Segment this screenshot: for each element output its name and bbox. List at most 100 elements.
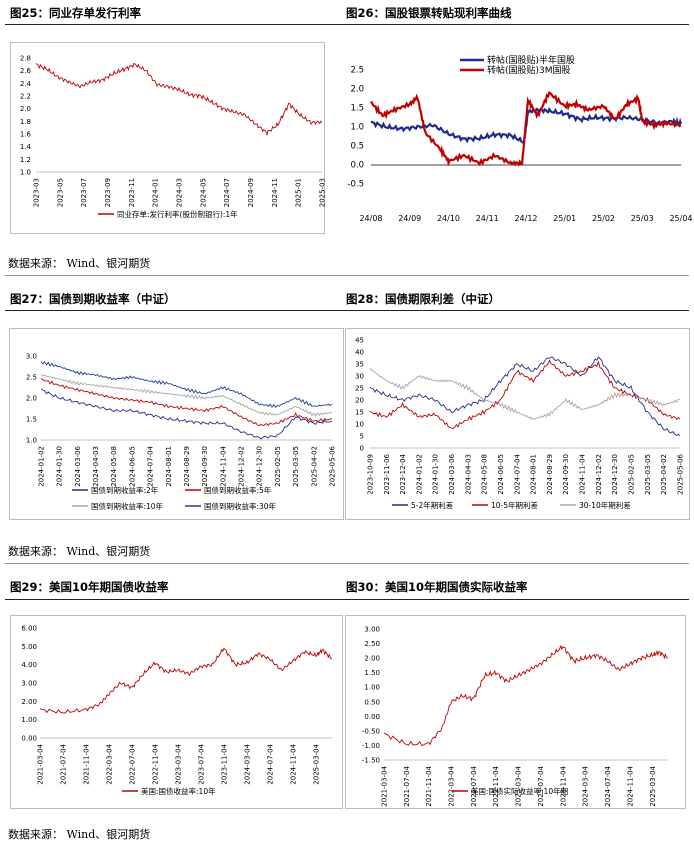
y-tick-label: 2.5	[350, 66, 364, 76]
y-tick-label: 1.00	[21, 716, 37, 724]
x-tick-label: 2024-11-04	[289, 743, 297, 784]
chart-title-30: 图30：美国10年期国债实际收益率	[346, 580, 528, 594]
x-tick-label: 2024-12-30	[611, 454, 619, 495]
y-tick-label: 1.5	[350, 104, 364, 114]
y-tick-label: 2.00	[364, 655, 380, 663]
x-tick-label: 2023-12-04	[399, 453, 407, 494]
y-tick-label: 35	[355, 361, 364, 369]
x-tick-label: 2023-03-04	[174, 743, 182, 784]
x-tick-label: 2024-09-30	[201, 446, 209, 487]
x-tick-label: 2024-11	[271, 178, 279, 207]
x-tick-label: 2025-02-05	[628, 454, 636, 495]
x-tick-label: 2024-01	[152, 178, 160, 207]
y-tick-label: 1.0	[26, 437, 37, 445]
x-tick-label: 2024-03-04	[582, 765, 590, 806]
y-tick-label: 3.00	[21, 680, 37, 688]
legend-label: 转帖(国股贴)半年国股	[487, 54, 575, 66]
x-tick-label: 24/12	[514, 214, 537, 223]
x-tick-label: 2023-05	[56, 178, 64, 207]
legend-label: 10-5年期利差	[491, 500, 539, 510]
x-tick-label: 2023-11-04	[559, 765, 567, 806]
x-tick-label: 25/02	[592, 214, 615, 223]
legend-label: 同业存单:发行利率(股份制银行):1年	[117, 209, 238, 219]
data-source-note: 数据来源： Wind、银河期货	[8, 257, 151, 270]
x-tick-label: 2024-06-05	[128, 446, 136, 487]
x-tick-label: 2023-11-06	[383, 453, 391, 494]
x-tick-label: 2023-11-04	[220, 743, 228, 784]
y-tick-label: 3.00	[364, 626, 380, 634]
divider	[5, 24, 689, 25]
x-tick-label: 2023-03	[32, 178, 40, 207]
y-tick-label: -1.00	[362, 742, 380, 750]
x-tick-label: 2021-03-04	[380, 765, 388, 806]
x-tick-label: 2023-07	[80, 178, 88, 207]
x-tick-label: 25/03	[631, 214, 654, 223]
x-tick-label: 2024-11-04	[626, 765, 634, 806]
x-tick-label: 2021-11-04	[82, 743, 90, 784]
y-tick-label: -0.50	[362, 727, 380, 735]
x-tick-label: 2024-12-30	[256, 446, 264, 487]
x-tick-label: 2022-03-04	[105, 743, 113, 784]
y-tick-label: 25	[355, 385, 364, 393]
x-tick-label: 2021-07-04	[59, 743, 67, 784]
y-tick-label: 3.0	[26, 353, 37, 361]
y-tick-label: 0	[360, 445, 364, 453]
y-tick-label: 1.50	[364, 669, 380, 677]
x-tick-label: 2025-04-02	[310, 446, 318, 487]
legend-label: 30-10年期利差	[579, 500, 631, 510]
series-line-3	[40, 361, 333, 408]
series-line-0	[40, 388, 333, 440]
y-tick-label: 0.50	[364, 698, 380, 706]
x-tick-label: 2024-05-08	[481, 454, 489, 495]
x-tick-label: 2025-05-06	[328, 445, 336, 486]
y-tick-label: 1.0	[20, 169, 31, 177]
x-tick-label: 2024-08-29	[183, 446, 191, 487]
legend-label: 国债到期收益率:5年	[204, 485, 272, 495]
y-tick-label: 30	[355, 373, 364, 381]
x-tick-label: 25/04	[669, 214, 692, 223]
data-source-note: 数据来源： Wind、银河期货	[8, 828, 151, 841]
x-tick-label: 24/08	[359, 214, 382, 223]
legend-label: 5-2年期利差	[411, 500, 454, 510]
x-tick-label: 2024-04-03	[464, 454, 472, 495]
divider	[5, 599, 689, 600]
x-tick-label: 25/01	[553, 214, 576, 223]
y-tick-label: 1.4	[20, 143, 32, 151]
y-tick-label: 1.8	[20, 118, 31, 126]
chart-title-28: 图28：国债期限利差（中证）	[346, 292, 501, 306]
x-tick-label: 2025-05-06	[676, 453, 684, 494]
y-tick-label: 4.00	[21, 661, 37, 669]
x-tick-label: 2024-01-30	[56, 446, 64, 487]
legend-label: 转帖(国股贴)3M国股	[487, 64, 571, 76]
x-tick-label: 2025-03-04	[312, 743, 320, 784]
x-tick-label: 2024-07	[223, 178, 231, 207]
x-tick-label: 2023-09	[104, 178, 112, 207]
y-tick-label: 45	[355, 337, 364, 345]
y-tick-label: 10	[355, 421, 364, 429]
x-tick-label: 2024-08-01	[165, 446, 173, 487]
y-tick-label: 0.0	[350, 161, 364, 171]
y-tick-label: 2.8	[20, 55, 31, 63]
y-tick-label: 2.4	[20, 80, 32, 88]
x-tick-label: 2024-04-03	[92, 446, 100, 487]
series-line-0	[383, 644, 668, 747]
x-tick-label: 2022-07-04	[128, 743, 136, 784]
x-tick-label: 2024-07-04	[513, 453, 521, 494]
chart-title-26: 图26：国股银票转贴现利率曲线	[346, 6, 512, 20]
y-tick-label: -1.50	[362, 757, 380, 765]
x-tick-label: 2022-07-04	[470, 765, 478, 806]
series-line-0	[369, 356, 681, 437]
series-line-1	[40, 378, 333, 427]
series-line-2	[40, 373, 333, 417]
x-tick-label: 2023-03-04	[515, 765, 523, 806]
c26-chart: 2.5 2.0 1.5 1.0 0.5 0.0 -0.5 24/08 24/09 24/10 24/…	[347, 54, 692, 223]
chart-frame-30	[345, 615, 686, 809]
x-tick-label: 24/10	[437, 214, 460, 223]
x-tick-label: 2025-02-05	[274, 446, 282, 487]
x-tick-label: 2024-08-29	[546, 454, 554, 495]
x-tick-label: 24/09	[398, 214, 421, 223]
data-source-note: 数据来源： Wind、银河期货	[8, 545, 151, 558]
y-tick-label: 0.5	[350, 142, 364, 152]
